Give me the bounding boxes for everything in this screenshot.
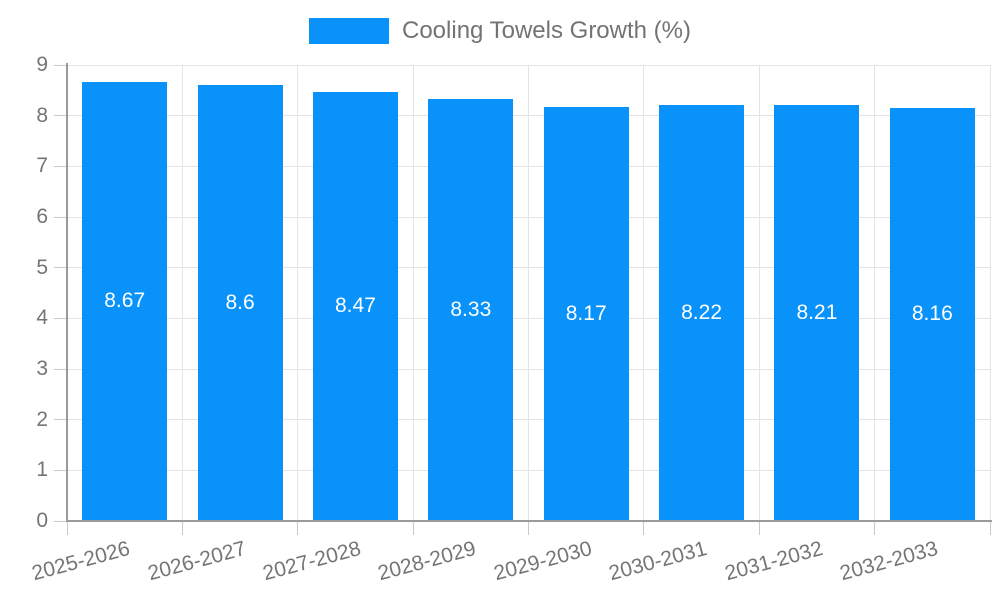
x-tick-label: 2026-2027: [145, 537, 249, 586]
y-axis-line: [66, 63, 68, 521]
x-tick-label: 2028-2029: [375, 537, 479, 586]
y-axis-tick: [54, 317, 67, 319]
x-axis-tick: [181, 521, 183, 535]
bar-value-label: 8.47: [335, 294, 376, 318]
y-axis-tick: [54, 419, 67, 421]
y-tick-label: 4: [36, 306, 48, 330]
bar-value-label: 8.67: [104, 289, 146, 313]
gridline-vertical: [412, 65, 414, 521]
x-axis-tick: [66, 521, 68, 535]
bar-value-label: 8.22: [681, 300, 722, 324]
bar-2025-2026: [82, 81, 168, 521]
y-axis-tick: [54, 115, 67, 117]
y-tick-label: 8: [36, 103, 48, 127]
y-axis-tick: [54, 368, 67, 370]
gridline-vertical: [528, 65, 529, 521]
x-axis-tick: [643, 521, 645, 535]
y-tick-label: 1: [36, 458, 48, 482]
bar-value-label: 8.6: [225, 291, 255, 315]
y-axis-tick: [54, 64, 67, 66]
bar-2031-2032: [774, 105, 860, 521]
bar-2029-2030: [543, 107, 629, 521]
x-tick-label: 2029-2030: [491, 537, 595, 586]
bar-2027-2028: [312, 91, 398, 521]
y-tick-label: 7: [36, 154, 48, 178]
x-axis-tick: [874, 521, 876, 535]
legend-label: Cooling Towels Growth (%): [402, 17, 691, 44]
x-tick-label: 2025-2026: [29, 537, 133, 586]
bar-value-label: 8.17: [565, 302, 607, 326]
x-tick-label: 2031-2032: [721, 537, 825, 586]
gridline-vertical: [181, 65, 183, 521]
x-axis-tick: [412, 521, 414, 535]
y-axis-tick: [54, 469, 67, 471]
x-tick-label: 2030-2031: [606, 537, 710, 586]
gridline-vertical: [874, 65, 876, 521]
y-axis-tick: [54, 165, 67, 167]
gridline-vertical: [758, 65, 760, 521]
y-tick-label: 6: [36, 205, 48, 228]
x-tick-label: 2032-2033: [837, 537, 941, 586]
chart-legend[interactable]: Cooling Towels Growth (%): [0, 17, 1000, 45]
y-axis-tick: [54, 520, 67, 522]
x-axis-tick: [989, 521, 991, 535]
gridline-vertical: [297, 65, 299, 521]
x-axis-tick: [758, 521, 760, 535]
y-tick-label: 3: [36, 357, 48, 380]
legend-swatch: [309, 18, 389, 44]
y-tick-label: 5: [36, 255, 48, 279]
y-tick-label: 2: [36, 407, 48, 431]
bar-2026-2027: [197, 85, 283, 521]
y-tick-label: 0: [36, 509, 48, 532]
gridline-vertical: [989, 65, 991, 521]
x-axis-tick: [528, 521, 529, 535]
bar-2032-2033: [889, 107, 975, 521]
bar-2030-2031: [659, 104, 745, 521]
bar-value-label: 8.21: [796, 301, 838, 324]
y-tick-label: 9: [36, 53, 48, 76]
bar-2028-2029: [428, 98, 514, 521]
x-axis-line: [66, 520, 992, 522]
x-tick-label: 2027-2028: [260, 537, 364, 586]
bar-value-label: 8.33: [450, 297, 492, 321]
x-axis-tick: [297, 521, 299, 535]
bar-value-label: 8.16: [911, 302, 953, 326]
y-axis-tick: [54, 216, 67, 218]
y-axis-tick: [54, 267, 67, 269]
gridline-vertical: [643, 65, 645, 521]
